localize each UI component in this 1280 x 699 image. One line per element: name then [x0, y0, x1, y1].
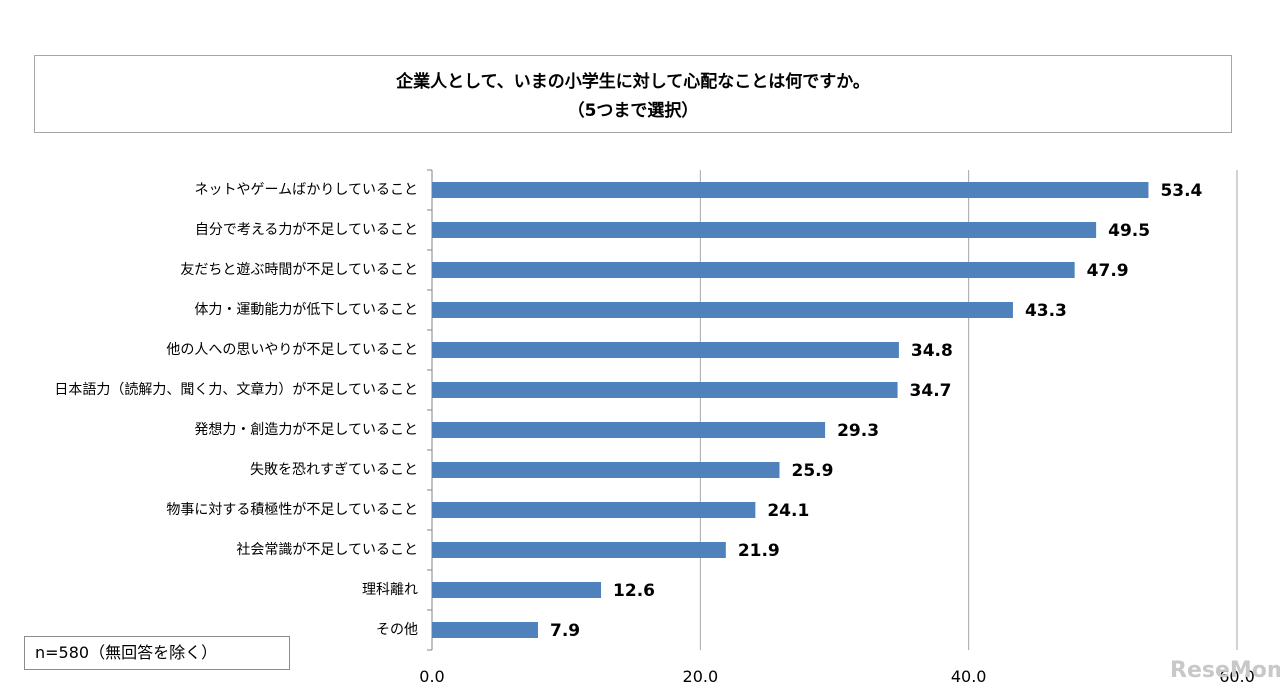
x-tick-label: 20.0	[683, 667, 719, 686]
sample-size-note: n=580（無回答を除く）	[24, 636, 290, 670]
category-label: 社会常識が不足していること	[236, 542, 418, 558]
category-label: 友だちと遊ぶ時間が不足していること	[180, 262, 418, 278]
category-label: 物事に対する積極性が不足していること	[166, 502, 418, 518]
bar	[432, 382, 898, 398]
data-label: 25.9	[791, 461, 833, 481]
bar	[432, 182, 1149, 198]
category-label: 理科離れ	[362, 581, 418, 598]
bar	[432, 222, 1097, 238]
bar	[432, 422, 826, 438]
x-tick-label: 0.0	[419, 667, 444, 686]
bar	[432, 622, 538, 638]
x-tick-label: 40.0	[951, 667, 987, 686]
data-label: 29.3	[837, 421, 879, 441]
category-label: 体力・運動能力が低下していること	[194, 302, 418, 318]
bar	[432, 582, 602, 598]
data-label: 24.1	[767, 501, 809, 521]
x-tick-label: 60.0	[1219, 667, 1255, 686]
chart-title: 企業人として、いまの小学生に対して心配なことは何ですか。	[396, 72, 870, 92]
data-label: 21.9	[738, 541, 780, 561]
data-label: 34.8	[911, 341, 953, 361]
data-label: 49.5	[1108, 221, 1150, 241]
category-label: 発想力・創造力が不足していること	[194, 422, 418, 438]
data-label: 43.3	[1025, 301, 1067, 321]
category-label: その他	[376, 622, 418, 638]
data-label: 47.9	[1087, 261, 1129, 281]
bar	[432, 262, 1075, 278]
category-label: 他の人への思いやりが不足していること	[166, 342, 418, 358]
bar	[432, 462, 780, 478]
chart-title-box: 企業人として、いまの小学生に対して心配なことは何ですか。 （5つまで選択）	[34, 55, 1232, 133]
category-label: 失敗を恐れすぎていること	[250, 462, 418, 478]
chart-subtitle: （5つまで選択）	[567, 101, 699, 121]
category-label: ネットやゲームばかりしていること	[195, 182, 418, 198]
data-label: 7.9	[550, 621, 580, 641]
bar	[432, 502, 756, 518]
watermark-logo: ReseMom	[1170, 658, 1280, 683]
data-label: 53.4	[1160, 181, 1202, 201]
data-label: 12.6	[613, 581, 655, 601]
data-label: 34.7	[910, 381, 952, 401]
category-label: 日本語力（読解力、聞く力、文章力）が不足していること	[54, 381, 418, 398]
bar	[432, 542, 726, 558]
bar	[432, 302, 1013, 318]
category-label: 自分で考える力が不足していること	[195, 222, 418, 238]
bar	[432, 342, 899, 358]
